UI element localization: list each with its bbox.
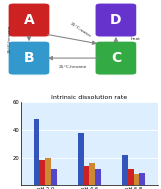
Bar [139,173,145,185]
Text: A: A [24,13,34,27]
Text: 25°C,hexane: 25°C,hexane [8,25,12,53]
Title: Intrinsic dissolution rate: Intrinsic dissolution rate [51,94,127,100]
Text: heat: heat [130,37,140,41]
Bar [128,169,133,185]
Bar [34,119,39,185]
Text: 25°C,hexane: 25°C,hexane [58,65,87,69]
Text: 25°C,water: 25°C,water [69,22,92,39]
Bar [78,132,84,185]
Text: B: B [24,51,34,65]
Bar [95,169,101,185]
Bar [89,163,95,185]
Bar [133,174,139,185]
FancyBboxPatch shape [8,3,50,37]
Bar [84,166,89,185]
Bar [39,160,45,185]
Text: C: C [111,51,121,65]
Bar [51,169,57,185]
FancyBboxPatch shape [8,41,50,75]
Text: D: D [110,13,122,27]
Bar [122,155,128,185]
FancyBboxPatch shape [95,3,137,37]
FancyBboxPatch shape [95,41,137,75]
Bar [45,157,51,185]
